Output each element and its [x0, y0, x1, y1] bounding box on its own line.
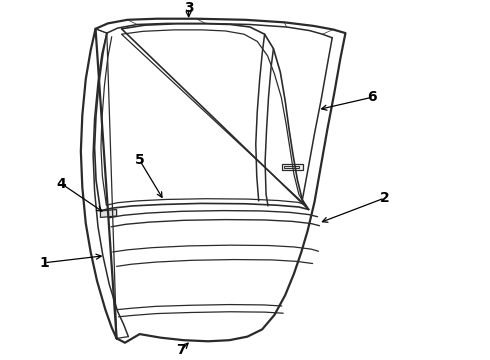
Text: 6: 6 [368, 90, 377, 104]
Text: 1: 1 [39, 256, 49, 270]
Text: 5: 5 [135, 153, 145, 167]
Polygon shape [282, 164, 303, 170]
Text: 3: 3 [184, 1, 194, 15]
Text: 2: 2 [380, 191, 390, 205]
Polygon shape [284, 166, 299, 168]
Text: 7: 7 [176, 343, 186, 357]
Text: 4: 4 [56, 177, 66, 190]
Polygon shape [100, 210, 117, 217]
